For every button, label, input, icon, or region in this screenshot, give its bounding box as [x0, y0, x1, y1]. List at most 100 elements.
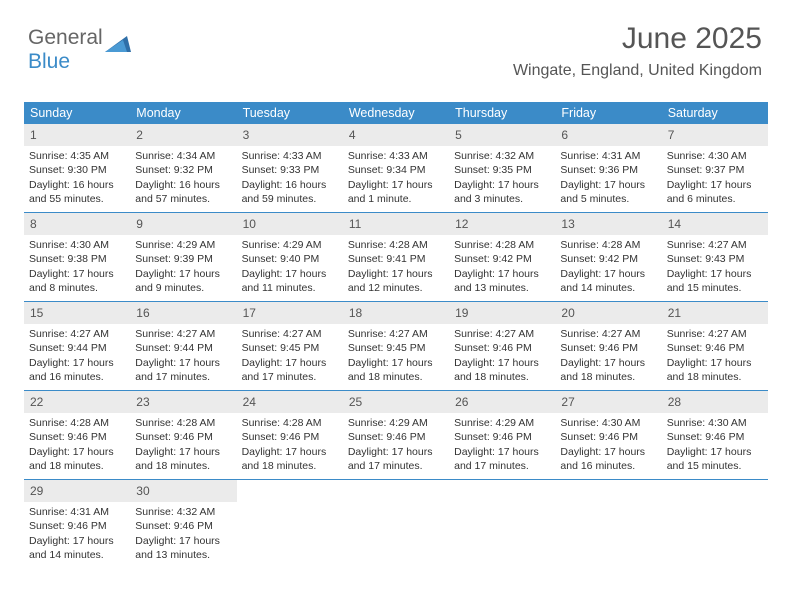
day-body: Sunrise: 4:27 AMSunset: 9:44 PMDaylight:… — [24, 324, 130, 390]
day-number: 9 — [130, 213, 236, 235]
daylight-text: Daylight: 17 hours and 18 minutes. — [242, 445, 338, 473]
sunset-text: Sunset: 9:42 PM — [560, 252, 656, 266]
sunrise-text: Sunrise: 4:29 AM — [135, 238, 231, 252]
day-body: Sunrise: 4:27 AMSunset: 9:44 PMDaylight:… — [130, 324, 236, 390]
sunset-text: Sunset: 9:40 PM — [242, 252, 338, 266]
day-number: 29 — [24, 480, 130, 502]
sunrise-text: Sunrise: 4:35 AM — [29, 149, 125, 163]
daylight-text: Daylight: 17 hours and 14 minutes. — [29, 534, 125, 562]
daylight-text: Daylight: 17 hours and 18 minutes. — [135, 445, 231, 473]
day-cell: 24Sunrise: 4:28 AMSunset: 9:46 PMDayligh… — [237, 391, 343, 479]
day-body: Sunrise: 4:28 AMSunset: 9:46 PMDaylight:… — [24, 413, 130, 479]
day-body: Sunrise: 4:30 AMSunset: 9:46 PMDaylight:… — [555, 413, 661, 479]
week-row: 15Sunrise: 4:27 AMSunset: 9:44 PMDayligh… — [24, 302, 768, 391]
day-cell: 16Sunrise: 4:27 AMSunset: 9:44 PMDayligh… — [130, 302, 236, 390]
week-row: 8Sunrise: 4:30 AMSunset: 9:38 PMDaylight… — [24, 213, 768, 302]
day-header: Saturday — [662, 102, 768, 124]
day-header: Monday — [130, 102, 236, 124]
daylight-text: Daylight: 17 hours and 12 minutes. — [348, 267, 444, 295]
sunset-text: Sunset: 9:46 PM — [454, 341, 550, 355]
calendar: SundayMondayTuesdayWednesdayThursdayFrid… — [24, 102, 768, 568]
day-cell: 13Sunrise: 4:28 AMSunset: 9:42 PMDayligh… — [555, 213, 661, 301]
day-header: Friday — [555, 102, 661, 124]
sunrise-text: Sunrise: 4:27 AM — [454, 327, 550, 341]
day-number: 28 — [662, 391, 768, 413]
daylight-text: Daylight: 17 hours and 9 minutes. — [135, 267, 231, 295]
day-number: 26 — [449, 391, 555, 413]
week-row: 1Sunrise: 4:35 AMSunset: 9:30 PMDaylight… — [24, 124, 768, 213]
day-number: 7 — [662, 124, 768, 146]
day-body: Sunrise: 4:31 AMSunset: 9:36 PMDaylight:… — [555, 146, 661, 212]
sunset-text: Sunset: 9:46 PM — [560, 341, 656, 355]
header-right: June 2025 Wingate, England, United Kingd… — [513, 22, 762, 80]
day-cell: 8Sunrise: 4:30 AMSunset: 9:38 PMDaylight… — [24, 213, 130, 301]
day-number: 21 — [662, 302, 768, 324]
day-body: Sunrise: 4:30 AMSunset: 9:37 PMDaylight:… — [662, 146, 768, 212]
day-number: 17 — [237, 302, 343, 324]
day-number: 8 — [24, 213, 130, 235]
sunset-text: Sunset: 9:46 PM — [667, 341, 763, 355]
week-row: 29 Sunrise: 4:31 AMSunset: 9:46 PMDayligh… — [24, 480, 768, 568]
daylight-text: Daylight: 17 hours and 17 minutes. — [242, 356, 338, 384]
sunrise-text: Sunrise: 4:28 AM — [454, 238, 550, 252]
day-cell: 4Sunrise: 4:33 AMSunset: 9:34 PMDaylight… — [343, 124, 449, 212]
day-body: Sunrise: 4:34 AMSunset: 9:32 PMDaylight:… — [130, 146, 236, 212]
day-body: Sunrise: 4:27 AMSunset: 9:45 PMDaylight:… — [237, 324, 343, 390]
sunrise-text: Sunrise: 4:28 AM — [29, 416, 125, 430]
day-cell: 22Sunrise: 4:28 AMSunset: 9:46 PMDayligh… — [24, 391, 130, 479]
day-number: 10 — [237, 213, 343, 235]
sunrise-text: Sunrise: 4:28 AM — [348, 238, 444, 252]
sunrise-text: Sunrise: 4:27 AM — [667, 327, 763, 341]
location: Wingate, England, United Kingdom — [513, 62, 762, 80]
day-cell: 17Sunrise: 4:27 AMSunset: 9:45 PMDayligh… — [237, 302, 343, 390]
daylight-text: Daylight: 17 hours and 13 minutes. — [454, 267, 550, 295]
sunset-text: Sunset: 9:46 PM — [242, 430, 338, 444]
daylight-text: Daylight: 17 hours and 15 minutes. — [667, 267, 763, 295]
logo-text-1: General — [28, 26, 103, 49]
day-cell: 30Sunrise: 4:32 AMSunset: 9:46 PMDayligh… — [130, 480, 236, 568]
daylight-text: Daylight: 17 hours and 6 minutes. — [667, 178, 763, 206]
day-number: 24 — [237, 391, 343, 413]
day-body: Sunrise: 4:33 AMSunset: 9:34 PMDaylight:… — [343, 146, 449, 212]
day-body: Sunrise: 4:28 AMSunset: 9:46 PMDaylight:… — [130, 413, 236, 479]
day-cell: 15Sunrise: 4:27 AMSunset: 9:44 PMDayligh… — [24, 302, 130, 390]
day-body: Sunrise: 4:28 AMSunset: 9:42 PMDaylight:… — [449, 235, 555, 301]
day-cell: 28Sunrise: 4:30 AMSunset: 9:46 PMDayligh… — [662, 391, 768, 479]
day-body: Sunrise: 4:32 AMSunset: 9:46 PMDaylight:… — [130, 502, 236, 568]
sunrise-text: Sunrise: 4:27 AM — [667, 238, 763, 252]
day-cell: 26Sunrise: 4:29 AMSunset: 9:46 PMDayligh… — [449, 391, 555, 479]
day-body: Sunrise: 4:28 AMSunset: 9:42 PMDaylight:… — [555, 235, 661, 301]
daylight-text: Daylight: 17 hours and 1 minute. — [348, 178, 444, 206]
day-body: Sunrise: 4:35 AMSunset: 9:30 PMDaylight:… — [24, 146, 130, 212]
sunrise-text: Sunrise: 4:32 AM — [454, 149, 550, 163]
daylight-text: Daylight: 17 hours and 3 minutes. — [454, 178, 550, 206]
day-cell — [662, 480, 768, 568]
sunrise-text: Sunrise: 4:30 AM — [560, 416, 656, 430]
sunset-text: Sunset: 9:41 PM — [348, 252, 444, 266]
day-body: Sunrise: 4:30 AMSunset: 9:38 PMDaylight:… — [24, 235, 130, 301]
day-header: Wednesday — [343, 102, 449, 124]
sunrise-text: Sunrise: 4:27 AM — [348, 327, 444, 341]
day-number: 25 — [343, 391, 449, 413]
day-number: 13 — [555, 213, 661, 235]
sunrise-text: Sunrise: 4:31 AM — [29, 505, 125, 519]
daylight-text: Daylight: 17 hours and 14 minutes. — [560, 267, 656, 295]
sunset-text: Sunset: 9:46 PM — [29, 519, 125, 533]
sunrise-text: Sunrise: 4:32 AM — [135, 505, 231, 519]
sunset-text: Sunset: 9:35 PM — [454, 163, 550, 177]
sunrise-text: Sunrise: 4:29 AM — [454, 416, 550, 430]
day-cell: 27Sunrise: 4:30 AMSunset: 9:46 PMDayligh… — [555, 391, 661, 479]
day-cell: 23Sunrise: 4:28 AMSunset: 9:46 PMDayligh… — [130, 391, 236, 479]
day-body: Sunrise: 4:28 AMSunset: 9:41 PMDaylight:… — [343, 235, 449, 301]
day-number: 20 — [555, 302, 661, 324]
day-cell — [343, 480, 449, 568]
sunset-text: Sunset: 9:38 PM — [29, 252, 125, 266]
day-cell: 6Sunrise: 4:31 AMSunset: 9:36 PMDaylight… — [555, 124, 661, 212]
day-cell: 12Sunrise: 4:28 AMSunset: 9:42 PMDayligh… — [449, 213, 555, 301]
day-number: 5 — [449, 124, 555, 146]
day-cell: 2Sunrise: 4:34 AMSunset: 9:32 PMDaylight… — [130, 124, 236, 212]
sunrise-text: Sunrise: 4:34 AM — [135, 149, 231, 163]
sunset-text: Sunset: 9:30 PM — [29, 163, 125, 177]
day-header: Sunday — [24, 102, 130, 124]
logo-triangle-icon — [105, 32, 131, 58]
